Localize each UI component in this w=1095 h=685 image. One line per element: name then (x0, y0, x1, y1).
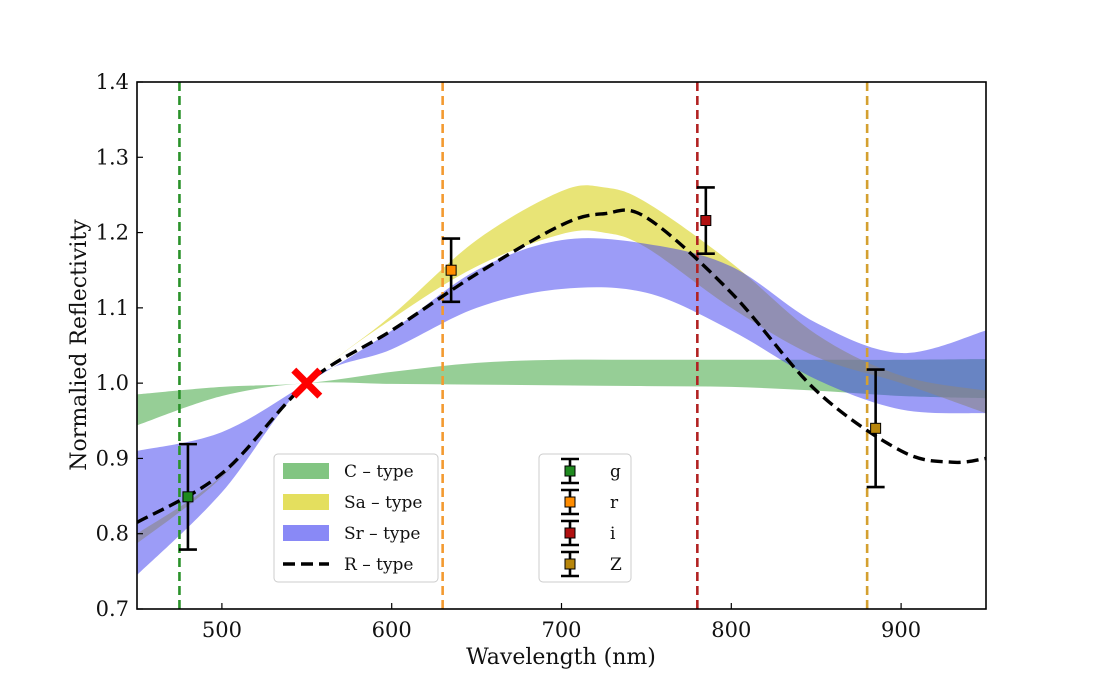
x-tick-label: 900 (881, 618, 921, 642)
y-ticks: 0.7 0.8 0.9 1.0 1.1 1.2 1.3 1.4 (96, 70, 143, 621)
legend-types-items: C – type Sa – type Sr – type R – type (283, 462, 422, 575)
bands-layer (137, 185, 986, 576)
y-axis-label: Normalied Reflectivity (67, 219, 92, 471)
marker-r (445, 264, 457, 276)
y-tick-label: 1.0 (96, 371, 129, 395)
legend-label: Sr – type (344, 524, 420, 544)
legend-item-sa-type: Sa – type (283, 493, 422, 513)
legend-marker (564, 496, 576, 508)
point-g (178, 442, 197, 551)
legend-item-r-type: R – type (283, 555, 414, 575)
legend-types: C – type Sa – type Sr – type R – type (273, 453, 439, 583)
legend-filters-frame (538, 453, 632, 583)
y-tick-label: 1.3 (96, 145, 129, 169)
y-tick-label: 0.7 (96, 597, 129, 621)
marker-i (700, 215, 712, 227)
filter-vertical-lines (178, 82, 869, 609)
legend-item-sr-type: Sr – type (283, 524, 420, 544)
legend-item-c-type: C – type (283, 462, 414, 482)
legend-marker (564, 527, 576, 539)
legend-label: R – type (344, 555, 414, 575)
legend-swatch (283, 525, 329, 541)
x-tick-label: 600 (372, 618, 412, 642)
marker-z (870, 422, 882, 434)
point-i (696, 186, 715, 255)
x-axis-label: Wavelength (nm) (466, 645, 656, 670)
band-sr-type (137, 238, 986, 576)
x-tick-label: 500 (202, 618, 242, 642)
y-tick-label: 1.1 (96, 296, 129, 320)
y-tick-label: 0.8 (96, 522, 129, 546)
y-tick-label: 1.2 (96, 221, 129, 245)
x-tick-label: 700 (541, 618, 581, 642)
legend-item-z: Z (561, 550, 622, 578)
legend-swatch (283, 463, 329, 479)
legend-label: Sa – type (344, 493, 422, 513)
point-r (442, 237, 461, 304)
normalization-x-marker (291, 367, 323, 399)
point-z (866, 368, 885, 489)
legend-item-r: r (561, 488, 619, 516)
marker-g (182, 491, 194, 503)
legend-label: C – type (344, 462, 414, 482)
series-r-type (137, 208, 986, 524)
y-tick-label: 0.9 (96, 446, 129, 470)
legend-item-g: g (561, 457, 621, 485)
legend-marker (564, 465, 576, 477)
series-layer (137, 208, 986, 524)
legend-label: i (610, 524, 616, 544)
legend-label: Z (610, 555, 622, 575)
legend-types-frame (273, 453, 439, 583)
photometry-points (178, 186, 885, 551)
legend-label: r (610, 493, 619, 513)
legend-label: g (610, 462, 621, 482)
x-ticks: 500 600 700 800 900 (202, 603, 921, 642)
band-c-type (137, 359, 986, 426)
x-tick-label: 800 (711, 618, 751, 642)
legend-marker (564, 558, 576, 570)
normalization-marker (291, 367, 323, 399)
legend-item-i: i (561, 519, 616, 547)
legend-swatch (283, 494, 329, 510)
y-tick-label: 1.4 (96, 70, 129, 94)
